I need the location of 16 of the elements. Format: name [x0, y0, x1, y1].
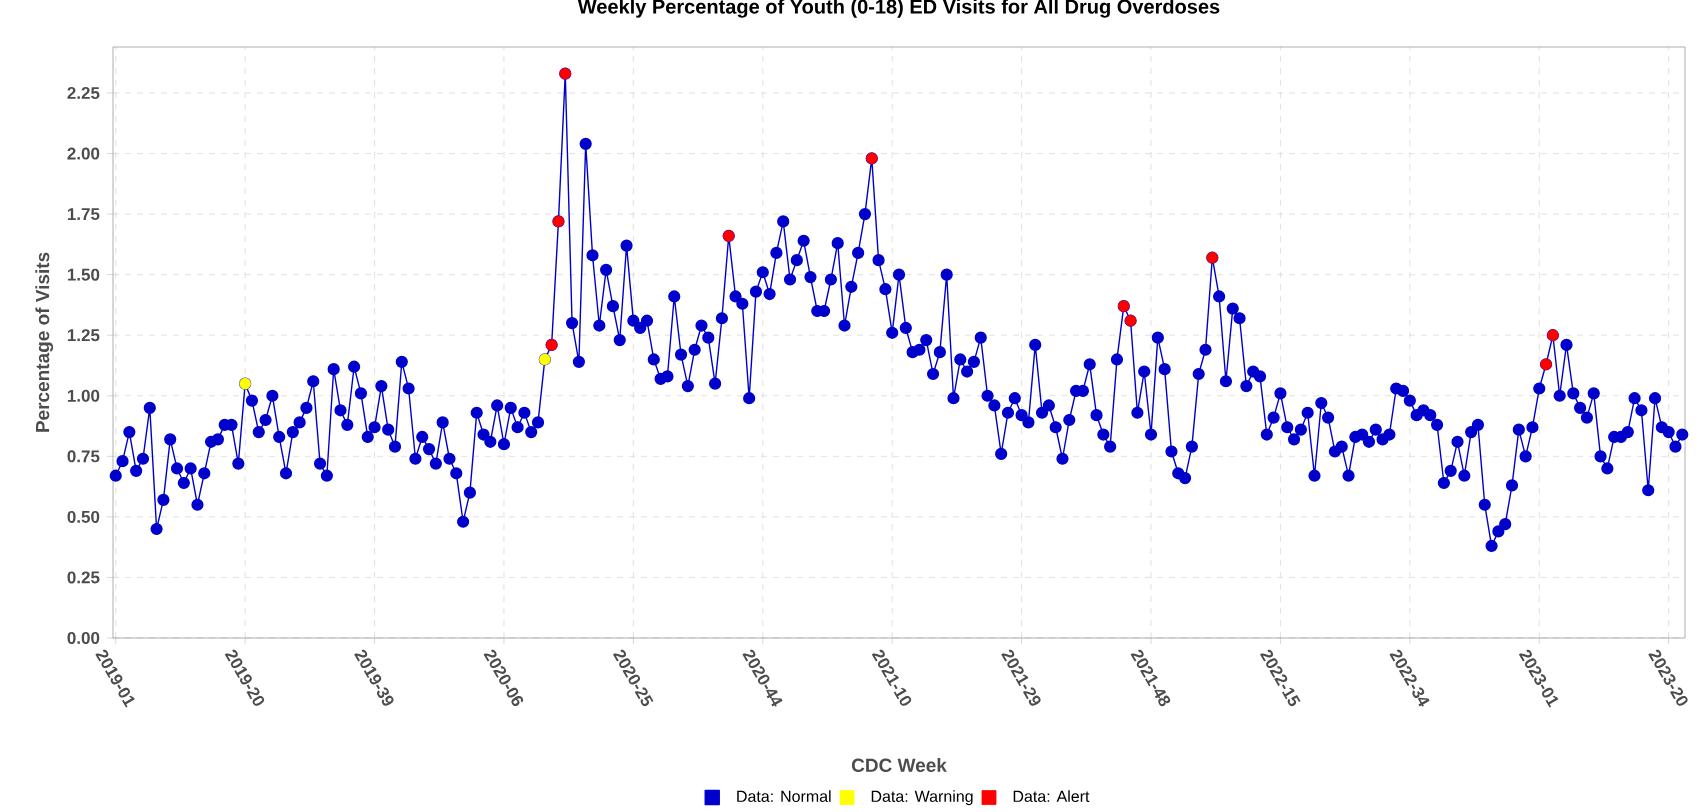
chart-title: Weekly Percentage of Youth (0-18) ED Visits for All Drug Overdoses	[577, 0, 1220, 18]
y-tick-label: 0.00	[67, 631, 100, 644]
x-axis-title: CDC Week	[851, 758, 947, 773]
y-tick-label: 2.00	[67, 147, 100, 160]
y-tick-label: 1.25	[67, 329, 100, 342]
y-tick-label: 1.00	[67, 389, 100, 402]
y-tick-label: 0.50	[67, 510, 100, 523]
legend-label: Data: Warning	[871, 790, 973, 806]
legend-label: Data: Normal	[737, 790, 831, 803]
legend-label: Data: Alert	[1013, 790, 1090, 803]
y-axis-title: Percentage of Visits	[35, 252, 54, 432]
y-tick-label: 1.75	[67, 208, 100, 221]
y-tick-label: 1.50	[67, 268, 100, 281]
y-tick-label: 0.25	[67, 571, 100, 584]
y-tick-label: 2.25	[67, 87, 100, 100]
y-tick-label: 0.75	[67, 450, 100, 463]
